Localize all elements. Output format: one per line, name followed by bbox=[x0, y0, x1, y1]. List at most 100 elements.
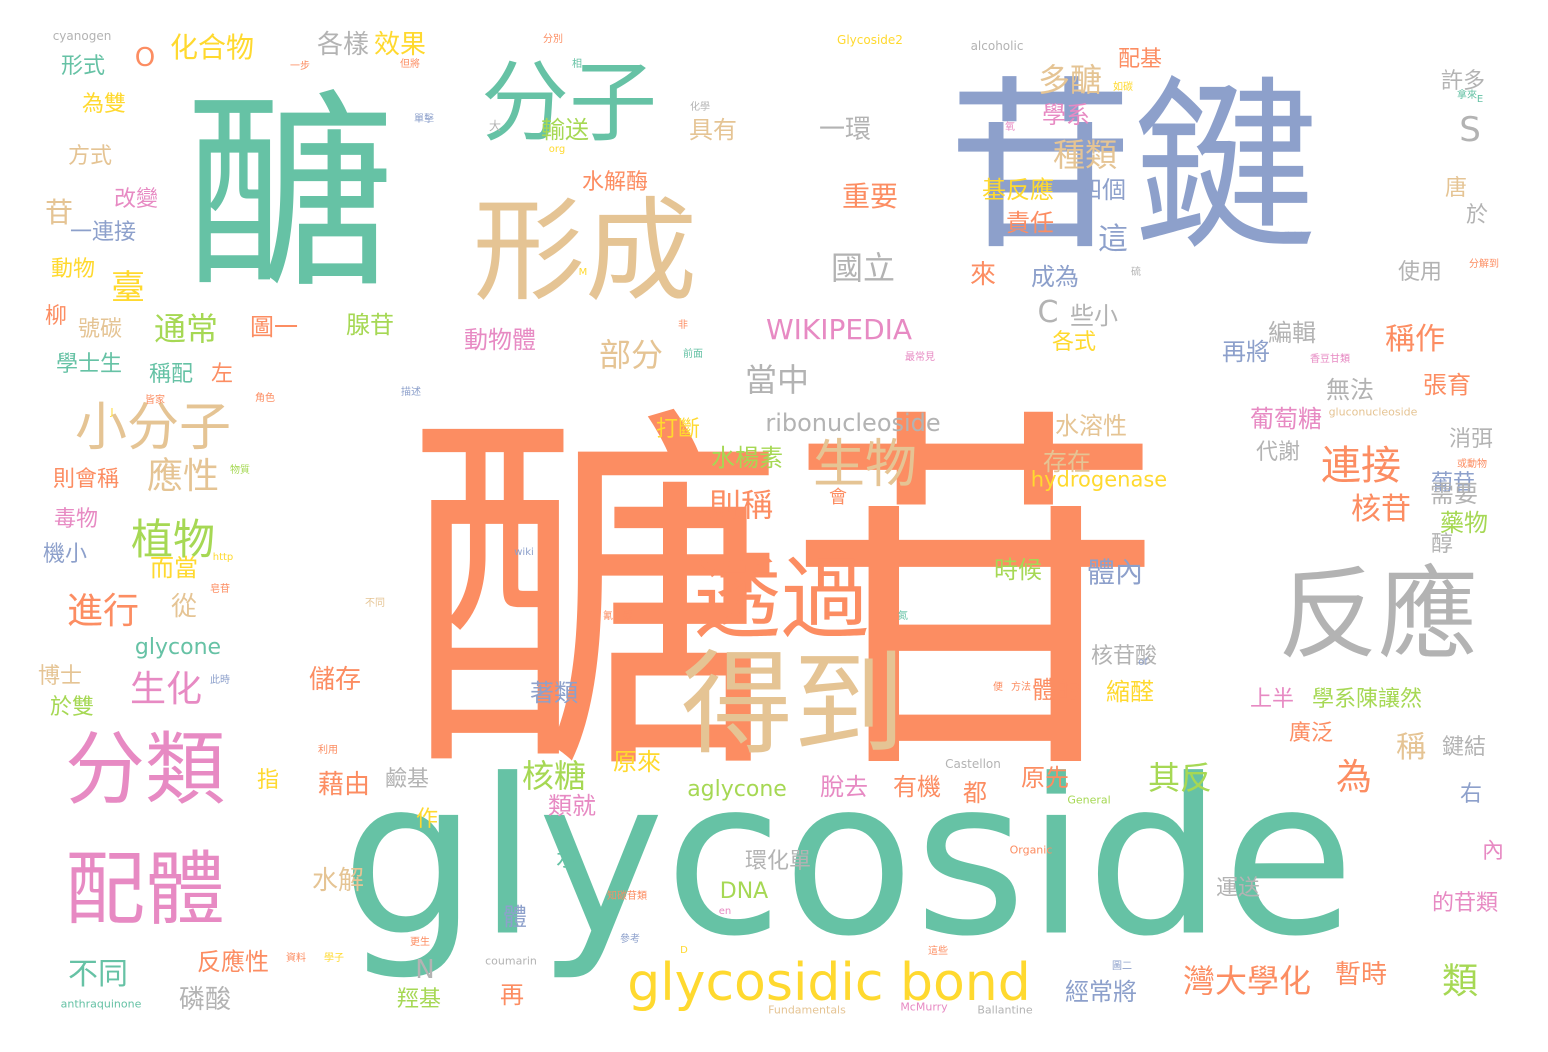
cloud-word: aglycone bbox=[687, 777, 787, 802]
cloud-word: 一步 bbox=[290, 61, 310, 72]
cloud-word: 葡苷 bbox=[1430, 471, 1476, 496]
cloud-word: 非 bbox=[678, 320, 688, 331]
cloud-word: 動物 bbox=[50, 257, 96, 282]
cloud-word: 國立 bbox=[830, 249, 896, 287]
cloud-word: 基反應 bbox=[982, 176, 1054, 204]
cloud-word: 經常將 bbox=[1065, 978, 1137, 1006]
cloud-word: 來 bbox=[969, 260, 997, 290]
cloud-word: 其反 bbox=[1147, 759, 1213, 797]
cloud-word: 水溶性 bbox=[1055, 412, 1127, 440]
cloud-word: 體內 bbox=[1086, 556, 1144, 589]
cloud-word: DNA bbox=[719, 879, 769, 904]
cloud-word: 水 bbox=[555, 847, 579, 872]
cloud-word: 或動物 bbox=[1457, 459, 1487, 470]
cloud-word: 一連接 bbox=[69, 220, 137, 245]
cloud-word: 參考 bbox=[620, 934, 640, 945]
cloud-word: 再將 bbox=[1222, 338, 1270, 366]
cloud-word: 圖一 bbox=[250, 313, 298, 341]
cloud-word: 物質 bbox=[230, 465, 250, 476]
cloud-word: 打斷 bbox=[655, 417, 701, 442]
cloud-word: 核苷酸 bbox=[1090, 644, 1158, 669]
cloud-word: WIKIPEDIA bbox=[765, 313, 913, 346]
cloud-word: 分子 bbox=[480, 51, 658, 154]
cloud-word: Fundamentals bbox=[768, 1003, 846, 1017]
cloud-word: 脫去 bbox=[820, 773, 868, 801]
cloud-word: 原來 bbox=[613, 748, 661, 776]
cloud-word: 氮 bbox=[898, 611, 908, 622]
cloud-word: 分別 bbox=[543, 34, 563, 45]
cloud-word: 水楊素 bbox=[711, 444, 783, 472]
cloud-word: ribonucleoside bbox=[765, 409, 941, 437]
cloud-word: 具有 bbox=[689, 116, 737, 144]
cloud-word: 分解到 bbox=[1469, 259, 1499, 270]
cloud-word: 此時 bbox=[210, 675, 230, 686]
cloud-word: 從 bbox=[170, 592, 198, 622]
cloud-word: 反應性 bbox=[197, 948, 269, 976]
cloud-word: 形成 bbox=[473, 187, 697, 317]
cloud-word: 有機 bbox=[893, 773, 941, 801]
cloud-word: 而當 bbox=[150, 554, 198, 582]
cloud-word: 責任 bbox=[1006, 209, 1054, 237]
cloud-word: anthraquinone bbox=[60, 997, 142, 1011]
cloud-word: 生物 bbox=[812, 435, 918, 495]
cloud-word: 存在 bbox=[1043, 448, 1091, 476]
cloud-word: 前面 bbox=[683, 349, 703, 360]
cloud-word: hydrogenase bbox=[1030, 467, 1168, 492]
cloud-word: 皂苷 bbox=[210, 584, 230, 595]
cloud-word: 種類 bbox=[1052, 136, 1118, 174]
cloud-word: 如碳 bbox=[1113, 82, 1133, 93]
cloud-word: 各樣 bbox=[316, 30, 370, 60]
cloud-word: org bbox=[548, 144, 566, 155]
cloud-word: 當中 bbox=[744, 361, 810, 399]
cloud-word: 學子 bbox=[324, 953, 344, 964]
cloud-word: 四個 bbox=[1078, 176, 1126, 204]
cloud-word: 一環 bbox=[818, 115, 872, 145]
cloud-word: 使用 bbox=[1397, 260, 1443, 285]
cloud-word: 圖二 bbox=[1112, 961, 1132, 972]
cloud-word: 暫時 bbox=[1334, 960, 1388, 990]
cloud-word: D bbox=[680, 945, 688, 956]
cloud-word: 都 bbox=[963, 779, 987, 807]
cloud-word: 左 bbox=[210, 362, 234, 387]
cloud-word: 消弭 bbox=[1448, 427, 1494, 452]
cloud-word: 連接 bbox=[1321, 443, 1401, 489]
cloud-word: 臺 bbox=[111, 268, 145, 308]
cloud-word: 重要 bbox=[841, 180, 899, 213]
cloud-word: alcoholic bbox=[970, 39, 1024, 53]
cloud-word: 柳 bbox=[44, 304, 68, 329]
cloud-word: 為 bbox=[1335, 757, 1373, 798]
cloud-word: 各式 bbox=[1051, 330, 1097, 355]
cloud-word: 時候 bbox=[994, 556, 1042, 584]
cloud-word: 氧 bbox=[1005, 122, 1015, 133]
cloud-word: 機小 bbox=[42, 542, 88, 567]
cloud-word: 右 bbox=[1459, 782, 1483, 807]
cloud-word: 通常 bbox=[153, 310, 219, 348]
cloud-word: gluconucleoside bbox=[1328, 405, 1418, 419]
cloud-word: 知碳苷類 bbox=[607, 891, 647, 902]
cloud-word: 環化單 bbox=[744, 849, 812, 874]
cloud-word: E bbox=[1476, 94, 1484, 105]
cloud-word: 藥物 bbox=[1440, 509, 1488, 537]
cloud-word: 分類 bbox=[65, 723, 225, 816]
cloud-word: 皆家 bbox=[145, 395, 165, 406]
cloud-word: 則稱 bbox=[708, 486, 774, 524]
cloud-word: 水解 bbox=[311, 866, 365, 896]
cloud-word: 單擊 bbox=[414, 114, 434, 125]
cloud-word: 核糖 bbox=[521, 757, 587, 795]
cloud-word: 最常見 bbox=[905, 352, 935, 363]
cloud-word: 類 bbox=[1441, 961, 1479, 1002]
cloud-word: Glycoside2 bbox=[837, 33, 903, 47]
cloud-word: of bbox=[1138, 657, 1148, 668]
cloud-word: 號碳 bbox=[77, 317, 123, 342]
cloud-word: 配基 bbox=[1117, 47, 1163, 72]
cloud-word: glycoside bbox=[341, 732, 1355, 984]
cloud-word: glycone bbox=[134, 635, 222, 660]
cloud-word: 植物 bbox=[130, 515, 216, 564]
cloud-word: 羥基 bbox=[396, 987, 442, 1012]
cloud-word: General bbox=[1067, 793, 1111, 807]
cloud-word: 角色 bbox=[255, 393, 275, 404]
cloud-word: 化合物 bbox=[169, 31, 255, 64]
cloud-word: 學系陳讓然 bbox=[1311, 687, 1423, 712]
cloud-word: 醣苷 bbox=[405, 378, 1165, 821]
